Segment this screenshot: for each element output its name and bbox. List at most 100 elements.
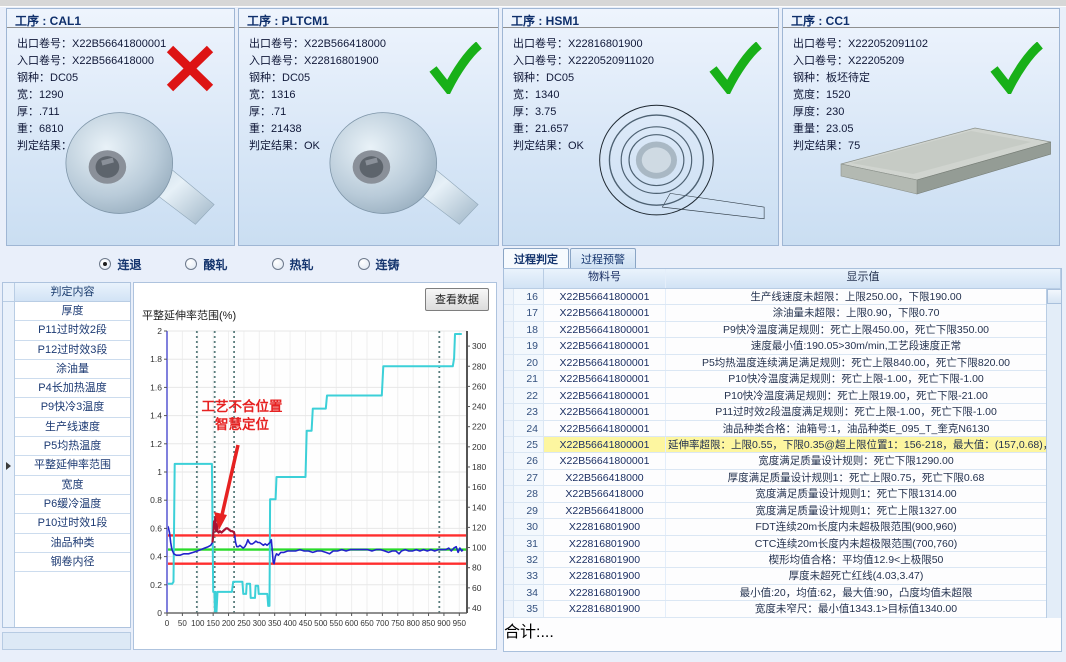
svg-text:140: 140 <box>472 502 486 512</box>
table-row[interactable]: 25 X22B56641800001 延伸率超限：上限0.55，下限0.35@超上限… <box>504 436 1061 454</box>
material-cell: X22816801900 <box>544 601 666 617</box>
svg-text:400: 400 <box>283 619 297 628</box>
view-data-button[interactable]: 查看数据 <box>425 288 489 311</box>
marker-cell <box>3 534 14 553</box>
judgment-item-P12过时效3段[interactable]: P12过时效3段 <box>15 341 130 360</box>
field-value: 3.75 <box>535 106 557 118</box>
table-row[interactable]: 16 X22B56641800001 生产线速度未超限：上限250.00，下限190… <box>504 289 1061 306</box>
current-row-icon <box>6 462 11 471</box>
table-row[interactable]: 35 X22816801900 宽度未窄尺：最小值1343.1>目标值1340.00 <box>504 601 1061 618</box>
table-row[interactable]: 33 X22816801900 厚度未超死亡红线(4.03,3.47) <box>504 568 1061 585</box>
left-bottom-strip <box>2 632 131 650</box>
svg-text:150: 150 <box>206 619 220 628</box>
tab-过程预警[interactable]: 过程预警 <box>570 248 636 268</box>
process-filter-radio[interactable]: 连铸 <box>357 256 400 273</box>
judgment-item-生产线速度[interactable]: 生产线速度 <box>15 418 130 438</box>
table-row[interactable]: 31 X22816801900 CTC连续20m长度内未超极限范围(700,760) <box>504 535 1061 552</box>
field-value: X2220520911020 <box>568 55 655 67</box>
judgment-list-header: 判定内容 <box>15 283 130 302</box>
station-field: 重：6810 <box>17 121 224 138</box>
table-row[interactable]: 23 X22B56641800001 P11过时效2段温度满足规则：死亡上限-1.0… <box>504 404 1061 421</box>
steel-coil-image <box>329 112 479 225</box>
field-label: 钢种： <box>513 72 546 84</box>
field-label: 重： <box>17 123 39 135</box>
display-value-cell: 延伸率超限：上限0.55，下限0.35@超上限位置1：156-218，最大值：(… <box>666 436 1046 453</box>
judgment-item-厚度[interactable]: 厚度 <box>15 302 130 322</box>
svg-text:600: 600 <box>345 619 359 628</box>
svg-text:550: 550 <box>330 619 344 628</box>
field-label: 出口卷号： <box>17 38 72 50</box>
table-row[interactable]: 19 X22B56641800001 速度最小值:190.05>30m/min,工艺… <box>504 338 1061 355</box>
station-field: 入口卷号：X22205209 <box>793 53 1049 70</box>
table-row[interactable]: 27 X22B566418000 厚度满足质量设计规则1：死亡上限0.75，死亡下限… <box>504 469 1061 487</box>
judgment-item-宽度[interactable]: 宽度 <box>15 476 130 495</box>
table-row[interactable]: 17 X22B56641800001 涂油量未超限：上限0.90，下限0.70 <box>504 305 1061 322</box>
station-fields: 出口卷号：X222052091102 入口卷号：X22205209 钢种：板坯待定宽… <box>793 36 1049 155</box>
judgment-item-P4长加热温度[interactable]: P4长加热温度 <box>15 379 130 399</box>
table-row[interactable]: 21 X22B56641800001 P10快冷温度满足规则：死亡上限-1.00，死… <box>504 371 1061 388</box>
judgment-item-P6缓冷温度[interactable]: P6缓冷温度 <box>15 495 130 515</box>
table-header: 物料号 显示值 <box>504 269 1061 289</box>
display-value-cell: CTC连续20m长度内未超极限范围(700,760) <box>754 537 958 550</box>
station-panel: 工序 : HSM1 出口卷号：X22816801900 入口卷号：X2220520… <box>502 8 779 246</box>
table-row[interactable]: 28 X22B566418000 宽度满足质量设计规则1：死亡下限1314.00 <box>504 486 1061 503</box>
judgment-item-平整延伸率范围[interactable]: 平整延伸率范围 <box>15 456 130 476</box>
station-title: 工序 : CAL1 <box>7 9 234 28</box>
judgment-item-油品种类[interactable]: 油品种类 <box>15 534 130 553</box>
table-row[interactable]: 30 X22816801900 FDT连续20m长度内未超极限范围(900,960) <box>504 519 1061 536</box>
process-filter-radio[interactable]: 连退 <box>99 256 141 273</box>
chart-panel: 查看数据 平整延伸率范围(%) 0 0.2 0.4 0.6 0.8 1 1.2 1.4 1.6 1… <box>133 282 497 650</box>
field-value: 1316 <box>271 89 296 101</box>
vertical-scrollbar[interactable] <box>1046 289 1061 618</box>
judgment-item-P10过时效1段[interactable]: P10过时效1段 <box>15 514 130 534</box>
field-label: 判定结果： <box>793 140 848 152</box>
material-cell: X22B56641800001 <box>544 289 666 305</box>
table-row[interactable]: 24 X22B56641800001 油品种类合格：油箱号:1，油品种类E_095_… <box>504 420 1061 437</box>
display-value-cell: 宽度满足质量设计规则1：死亡下限1314.00 <box>755 488 957 501</box>
svg-text:250: 250 <box>237 619 251 628</box>
display-value-cell: 宽度满足质量设计规则：死亡下限1290.00 <box>758 455 954 468</box>
station-field: 出口卷号：X222052091102 <box>793 36 1049 53</box>
process-filter-radio[interactable]: 热轧 <box>271 256 314 273</box>
svg-text:200: 200 <box>472 442 486 452</box>
table-row[interactable]: 26 X22B56641800001 宽度满足质量设计规则：死亡下限1290.00 <box>504 453 1061 470</box>
table-row[interactable]: 29 X22B566418000 宽度满足质量设计规则1：死亡上限1327.00 <box>504 502 1061 520</box>
svg-text:0.8: 0.8 <box>150 495 162 505</box>
field-label: 重： <box>249 123 271 135</box>
svg-text:950: 950 <box>453 619 467 628</box>
table-row[interactable]: 22 X22B56641800001 P10快冷温度满足规则：死亡上限19.00，死… <box>504 387 1061 405</box>
row-number-cell: 29 <box>514 502 544 519</box>
display-value-cell: FDT连续20m长度内未超极限范围(900,960) <box>755 521 957 534</box>
judgment-item-钢卷内径[interactable]: 钢卷内径 <box>15 553 130 573</box>
field-label: 钢种： <box>249 72 282 84</box>
table-row[interactable]: 20 X22B56641800001 P5均热温度连续满足满足规则：死亡上限840.… <box>504 354 1061 372</box>
judgment-list: 判定内容 厚度 P11过时效2段 P12过时效3段 涂油量 P4长加热温度 P9快冷3温度… <box>2 282 131 628</box>
material-cell: X22816801900 <box>544 552 666 568</box>
display-value-cell: P9快冷温度满足规则：死亡上限450.00，死亡下限350.00 <box>722 323 990 336</box>
station-field: 宽：1316 <box>249 87 488 104</box>
table-row[interactable]: 18 X22B56641800001 P9快冷温度满足规则：死亡上限450.00，死… <box>504 321 1061 339</box>
scroll-down-icon[interactable] <box>1047 289 1061 304</box>
display-value-cell: 宽度满足质量设计规则1：死亡上限1327.00 <box>755 504 957 517</box>
judgment-list-main: 判定内容 厚度 P11过时效2段 P12过时效3段 涂油量 P4长加热温度 P9快冷3温度… <box>15 283 130 627</box>
svg-text:100: 100 <box>472 543 486 553</box>
display-value-cell: 速度最小值:190.05>30m/min,工艺段速度正常 <box>750 340 962 353</box>
process-filter-radio[interactable]: 酸轧 <box>185 256 228 273</box>
row-number-cell: 27 <box>514 469 544 486</box>
row-number-cell: 16 <box>514 289 544 305</box>
station-field: 钢种：DC05 <box>249 70 488 87</box>
tab-过程判定[interactable]: 过程判定 <box>503 248 569 268</box>
judgment-item-P5均热温度[interactable]: P5均热温度 <box>15 437 130 457</box>
table-footer: 合计:... <box>504 618 1061 642</box>
judgment-item-涂油量[interactable]: 涂油量 <box>15 360 130 380</box>
pass-check-icon <box>709 42 762 94</box>
field-value: .711 <box>39 106 60 118</box>
judgment-item-P11过时效2段[interactable]: P11过时效2段 <box>15 321 130 341</box>
station-title: 工序 : HSM1 <box>503 9 778 28</box>
display-value-cell: 涂油量未超限：上限0.90，下限0.70 <box>772 307 940 320</box>
judgment-item-P9快冷3温度[interactable]: P9快冷3温度 <box>15 398 130 418</box>
field-label: 宽： <box>249 89 271 101</box>
table-row[interactable]: 32 X22816801900 楔形均值合格：平均值12.9<上极限50 <box>504 552 1061 569</box>
table-row[interactable]: 34 X22816801900 最小值:20，均值:62，最大值:90，凸度均值未超… <box>504 584 1061 602</box>
